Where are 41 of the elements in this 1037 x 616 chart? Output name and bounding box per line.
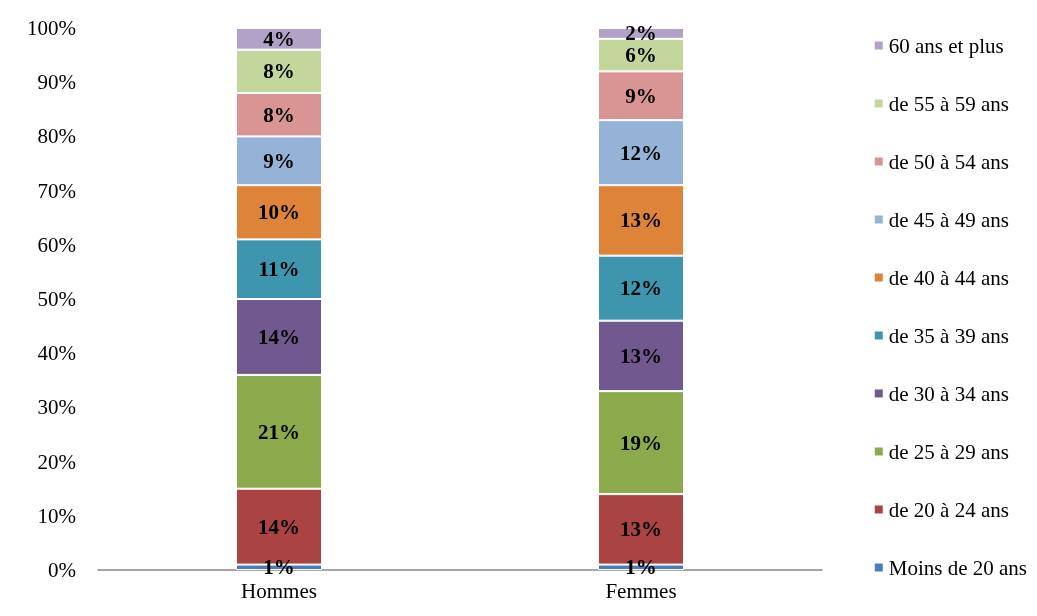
legend-label: de 40 à 44 ans: [888, 265, 1009, 290]
data-label: 12%: [620, 276, 662, 301]
data-label: 8%: [263, 59, 295, 84]
legend-label: de 25 à 29 ans: [888, 439, 1009, 464]
data-label: 12%: [620, 140, 662, 165]
y-tick-label: 20%: [37, 449, 76, 474]
data-label: 8%: [263, 102, 295, 127]
y-tick-label: 10%: [37, 503, 76, 528]
data-label: 13%: [620, 343, 662, 368]
y-tick-label: 0%: [48, 558, 76, 582]
data-label: 4%: [263, 26, 295, 51]
data-label: 14%: [258, 514, 300, 539]
data-label: 14%: [258, 324, 300, 349]
data-label: 9%: [263, 148, 295, 173]
y-tick-label: 30%: [37, 395, 76, 420]
y-tick-label: 40%: [37, 341, 76, 366]
y-tick-label: 70%: [37, 178, 76, 203]
y-tick-label: 100%: [27, 16, 76, 40]
x-tick-label: Femmes: [605, 578, 677, 603]
legend-label: 60 ans et plus: [888, 33, 1004, 58]
y-tick-label: 80%: [37, 124, 76, 149]
data-label: 9%: [625, 83, 657, 108]
legend-label: Moins de 20 ans: [888, 555, 1028, 580]
data-label: 13%: [620, 208, 662, 233]
legend-label: de 30 à 34 ans: [888, 381, 1009, 406]
legend-label: de 55 à 59 ans: [888, 91, 1009, 116]
data-label: 19%: [620, 430, 662, 455]
y-tick-label: 60%: [37, 232, 76, 257]
data-label: 6%: [625, 43, 657, 68]
data-label: 21%: [258, 419, 300, 444]
data-label: 11%: [258, 257, 300, 282]
x-tick-label: Hommes: [241, 578, 317, 603]
y-tick-label: 50%: [37, 287, 76, 311]
legend-label: de 35 à 39 ans: [888, 323, 1009, 348]
data-label: 13%: [620, 517, 662, 542]
data-label: 2%: [625, 21, 657, 46]
legend-label: de 50 à 54 ans: [888, 149, 1009, 174]
data-label: 10%: [258, 200, 300, 225]
y-tick-label: 90%: [37, 70, 76, 95]
legend-label: de 45 à 49 ans: [888, 207, 1009, 232]
legend-label: de 20 à 24 ans: [888, 497, 1009, 522]
